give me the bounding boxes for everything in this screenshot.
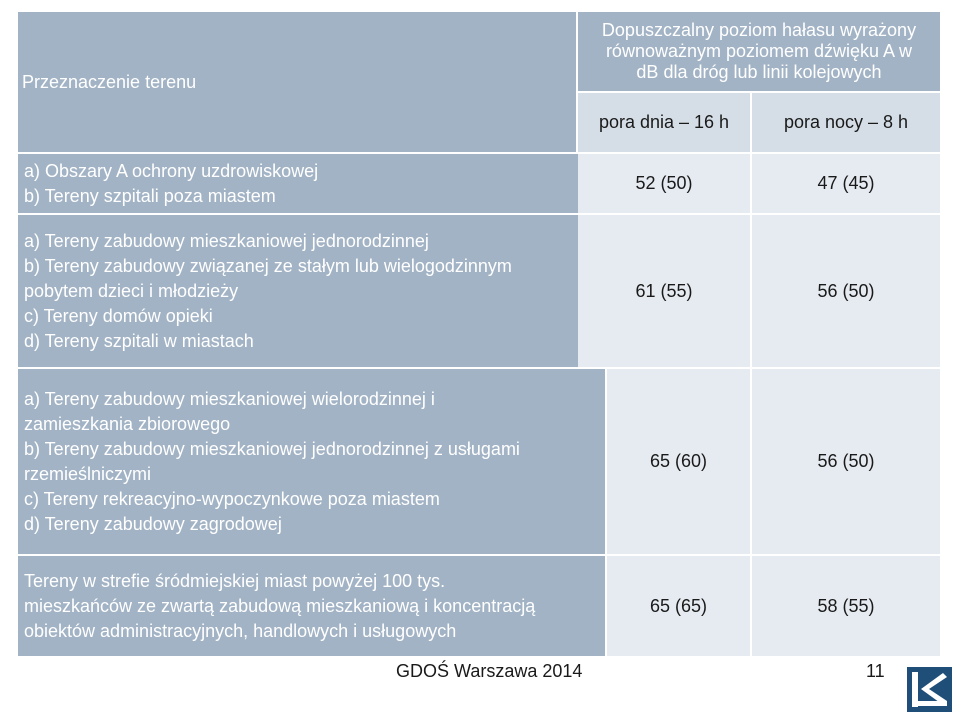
day-value: 65 (65) bbox=[649, 595, 708, 616]
table-row-2-night: 56 (50) bbox=[752, 215, 940, 367]
land-use-line: b) Tereny zabudowy mieszkaniowej jednoro… bbox=[24, 438, 520, 459]
subheader-day-label: pora dnia – 16 h bbox=[598, 112, 730, 132]
table-row-2-day: 61 (55) bbox=[578, 215, 750, 367]
table-row-1-night: 47 (45) bbox=[752, 154, 940, 213]
land-use-line: obiektów administracyjnych, handlowych i… bbox=[24, 620, 457, 641]
land-use-line: c) Tereny rekreacyjno-wypoczynkowe poza … bbox=[24, 488, 440, 509]
land-use-line: b) Tereny szpitali poza miastem bbox=[24, 185, 276, 206]
table-row-1-day: 52 (50) bbox=[578, 154, 750, 213]
land-use-line: d) Tereny zabudowy zagrodowej bbox=[24, 513, 282, 534]
header-noise-line: równoważnym poziomem dźwięku A w bbox=[605, 41, 913, 61]
day-value: 52 (50) bbox=[635, 173, 693, 193]
subheader-night-label: pora nocy – 8 h bbox=[783, 112, 909, 132]
footer-source-text: GDOŚ Warszawa 2014 bbox=[396, 661, 583, 681]
night-value: 56 (50) bbox=[817, 451, 875, 471]
page-number: 11 bbox=[866, 661, 885, 682]
page-number-text: 11 bbox=[866, 661, 885, 681]
subheader-day: pora dnia – 16 h bbox=[578, 93, 750, 152]
land-use-line: d) Tereny szpitali w miastach bbox=[24, 330, 254, 351]
header-noise-line: Dopuszczalny poziom hałasu wyrażony bbox=[601, 20, 917, 40]
table-row-1-land-use: a) Obszary A ochrony uzdrowiskowej b) Te… bbox=[18, 154, 578, 213]
day-value: 65 (60) bbox=[649, 451, 708, 471]
header-noise-line: dB dla dróg lub linii kolejowych bbox=[636, 62, 882, 82]
land-use-line: zamieszkania zbiorowego bbox=[24, 413, 231, 434]
land-use-line: Tereny w strefie śródmiejskiej miast pow… bbox=[24, 570, 446, 591]
night-value: 58 (55) bbox=[817, 595, 875, 616]
land-use-line: pobytem dzieci i młodzieży bbox=[24, 280, 239, 301]
table-row-2-land-use: a) Tereny zabudowy mieszkaniowej jednoro… bbox=[18, 215, 578, 367]
night-value: 47 (45) bbox=[817, 173, 875, 193]
footer-source: GDOŚ Warszawa 2014 bbox=[396, 661, 582, 682]
header-land-use-label: Przeznaczenie terenu bbox=[22, 71, 197, 92]
gdos-logo-icon bbox=[907, 667, 952, 712]
table-row-4-day: 65 (65) bbox=[607, 556, 750, 656]
table-row-4-land-use: Tereny w strefie śródmiejskiej miast pow… bbox=[18, 556, 605, 656]
land-use-line: a) Tereny zabudowy mieszkaniowej wieloro… bbox=[24, 388, 435, 409]
table-row-3-night: 56 (50) bbox=[752, 369, 940, 554]
night-value: 56 (50) bbox=[817, 280, 875, 301]
land-use-line: b) Tereny zabudowy związanej ze stałym l… bbox=[24, 255, 512, 276]
table-row-4-night: 58 (55) bbox=[752, 556, 940, 656]
land-use-line: mieszkańców ze zwartą zabudową mieszkani… bbox=[24, 595, 536, 616]
land-use-line: rzemieślniczymi bbox=[24, 463, 152, 484]
land-use-line: a) Tereny zabudowy mieszkaniowej jednoro… bbox=[24, 230, 429, 251]
header-noise-level: Dopuszczalny poziom hałasu wyrażony równ… bbox=[578, 12, 940, 91]
header-land-use: Przeznaczenie terenu bbox=[18, 12, 576, 152]
table-row-3-land-use: a) Tereny zabudowy mieszkaniowej wieloro… bbox=[18, 369, 605, 554]
day-value: 61 (55) bbox=[635, 280, 693, 301]
subheader-night: pora nocy – 8 h bbox=[752, 93, 940, 152]
land-use-line: a) Obszary A ochrony uzdrowiskowej bbox=[24, 160, 319, 181]
land-use-line: c) Tereny domów opieki bbox=[24, 305, 213, 326]
table-row-3-day: 65 (60) bbox=[607, 369, 750, 554]
